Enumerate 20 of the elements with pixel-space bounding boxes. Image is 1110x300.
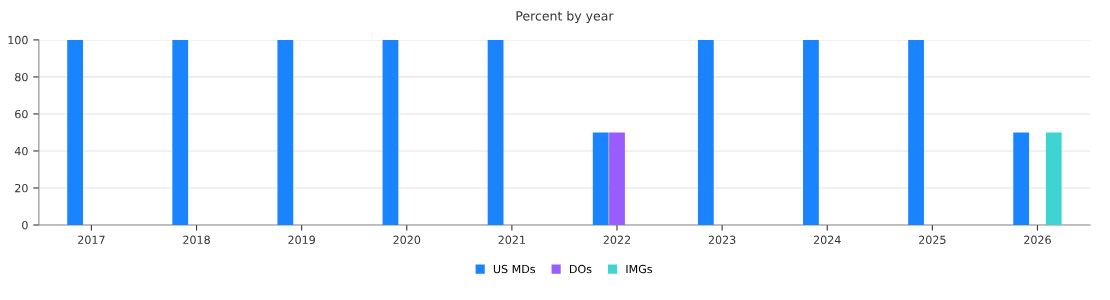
x-tick-label: 2018 (183, 235, 210, 245)
x-tick-label: 2025 (919, 235, 946, 245)
legend-label: US MDs (493, 264, 536, 274)
legend-label: IMGs (626, 264, 653, 274)
y-tick-label: 40 (14, 146, 28, 156)
x-tick-label: 2019 (288, 235, 315, 245)
y-tick-label: 80 (15, 72, 28, 82)
x-tick-label: 2026 (1024, 235, 1051, 245)
y-tick-label: 20 (15, 183, 28, 193)
y-tick-label: 100 (8, 35, 28, 45)
chart-title: Percent by year (516, 10, 614, 24)
y-tick-label: 60 (15, 109, 28, 119)
x-tick-label: 2017 (78, 235, 105, 245)
x-tick-label: 2023 (708, 235, 736, 245)
x-tick-label: 2022 (603, 235, 631, 245)
legend-label: DOs (570, 264, 592, 274)
x-tick-label: 2024 (813, 235, 841, 245)
x-tick-label: 2021 (498, 235, 525, 245)
y-tick-label: 0 (22, 220, 28, 230)
x-tick-label: 2020 (393, 235, 421, 245)
